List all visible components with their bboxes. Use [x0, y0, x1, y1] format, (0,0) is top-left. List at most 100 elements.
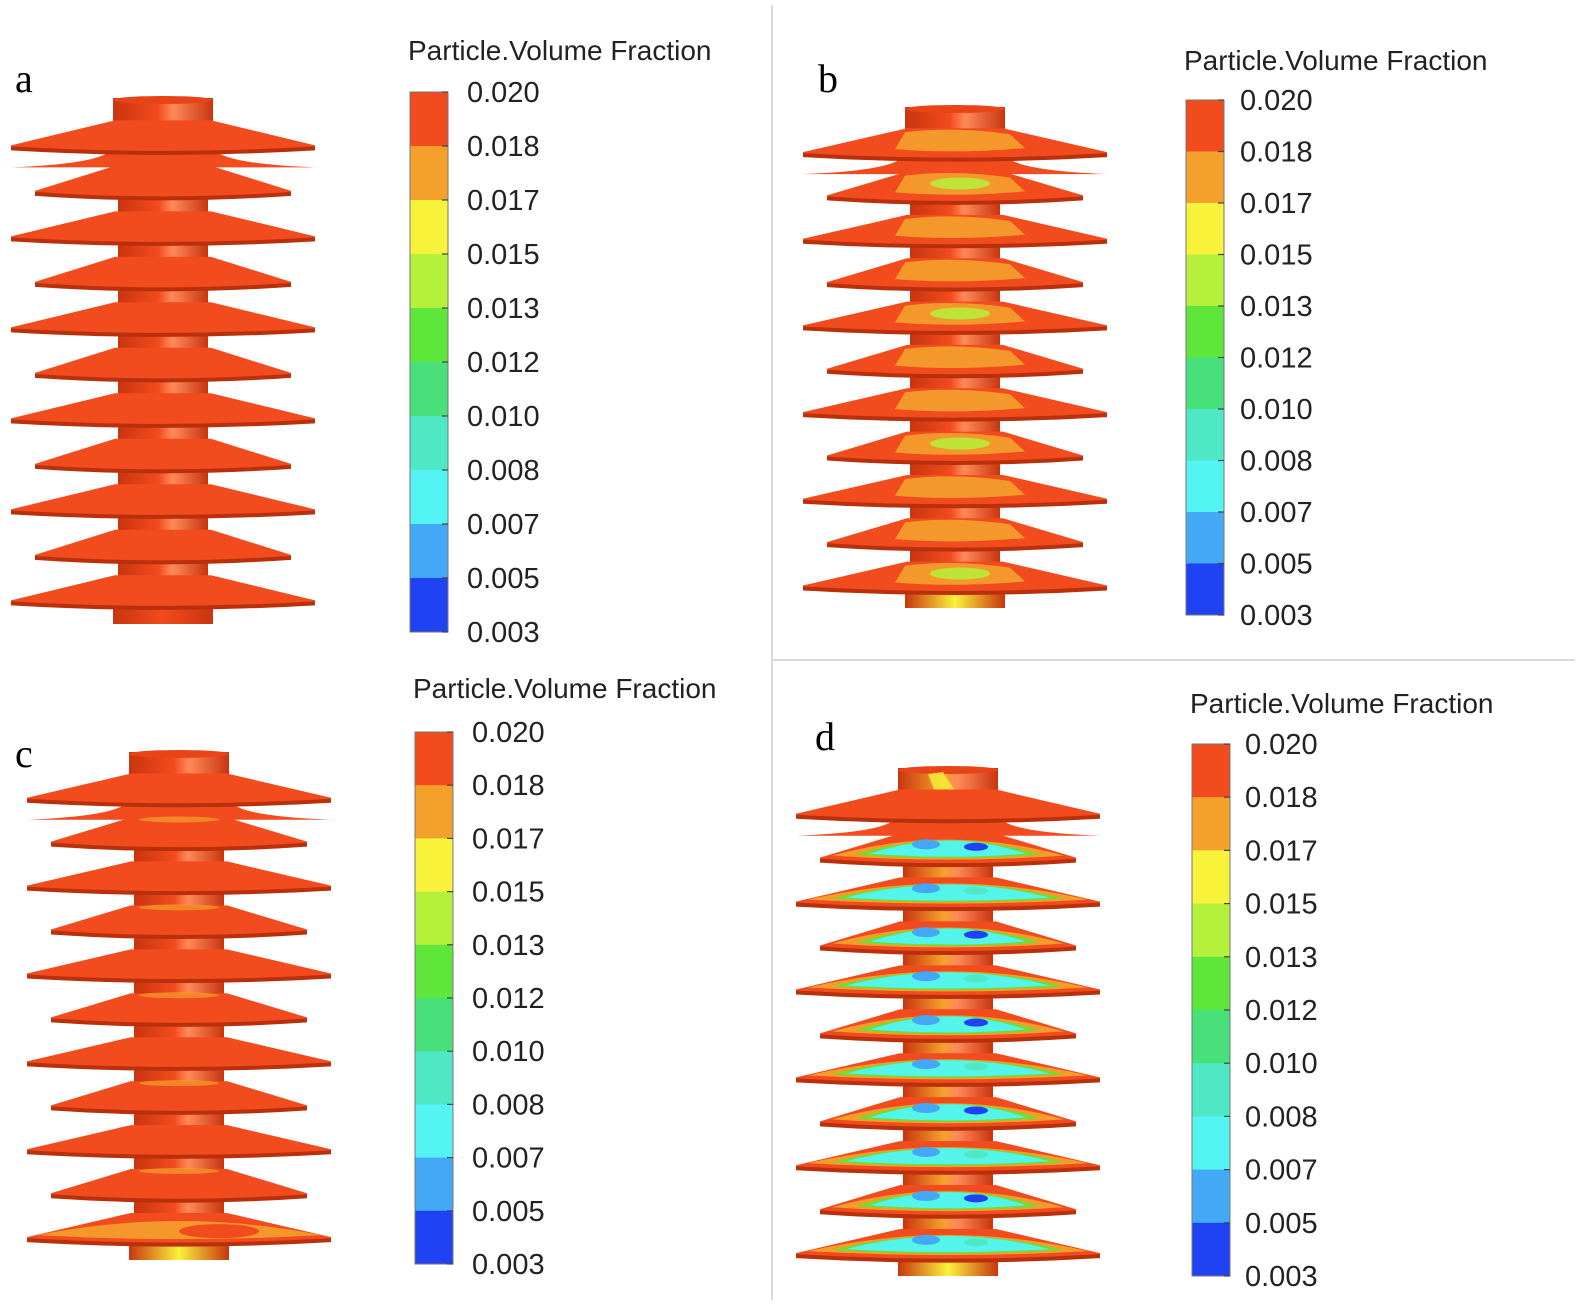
colorbar-tick-label: 0.020 — [467, 77, 540, 109]
shed-rim — [35, 464, 291, 474]
shed-surface — [11, 302, 315, 335]
shed-deposit — [964, 1194, 988, 1203]
colorbar-tick-label: 0.017 — [1240, 188, 1313, 220]
shed-deposit — [846, 1236, 1050, 1253]
colorbar-tick-label: 0.012 — [467, 347, 540, 379]
shed — [803, 388, 1107, 422]
shed-deposit — [912, 883, 940, 894]
colorbar-band — [1192, 850, 1230, 905]
shed-rim — [827, 283, 1083, 292]
shed-rim — [35, 555, 291, 565]
colorbar-title: Particle.Volume Fraction — [1190, 688, 1493, 719]
shed-rim — [803, 153, 1107, 162]
shed-rim — [820, 1210, 1076, 1219]
shed-deposit — [895, 389, 1025, 412]
shed-surface — [11, 484, 315, 517]
colorbar-tick-label: 0.017 — [472, 823, 545, 855]
shed-deposit — [846, 1060, 1050, 1077]
shed-surface — [27, 773, 331, 805]
shed-surface — [11, 575, 315, 608]
colorbar-band — [1186, 254, 1224, 307]
colorbar-tick-label: 0.005 — [467, 563, 540, 595]
shed-rim — [51, 930, 307, 940]
shed-rim — [27, 798, 331, 808]
insulator-cap-rim — [129, 750, 229, 758]
colorbar-tick-label: 0.018 — [1245, 782, 1318, 814]
shed — [796, 1053, 1100, 1087]
shed — [11, 575, 315, 610]
colorbar-tick-label: 0.013 — [467, 293, 540, 325]
shed-rim — [827, 456, 1083, 465]
shed-rim — [51, 1106, 307, 1115]
shed-rim — [803, 499, 1107, 509]
colorbar-tick-label: 0.020 — [472, 717, 545, 749]
shed-deposit — [964, 1238, 988, 1247]
colorbar-band — [415, 891, 453, 946]
shed — [11, 393, 315, 428]
shed-rim — [11, 146, 315, 155]
colorbar-band — [410, 524, 448, 579]
shed-deposit — [912, 839, 940, 850]
shed-surface — [51, 1169, 307, 1201]
shed-deposit — [964, 974, 988, 983]
shed — [51, 904, 307, 940]
colorbar-tick-label: 0.008 — [1245, 1101, 1318, 1133]
colorbar-band — [1192, 903, 1230, 958]
colorbar-tick-label: 0.005 — [1245, 1208, 1318, 1240]
colorbar-tick-label: 0.012 — [472, 983, 545, 1015]
panel-b: b Particle.Volume Fraction 0.020 0.018 0.01… — [803, 45, 1487, 632]
colorbar-band — [1192, 1010, 1230, 1064]
shed-deposit — [912, 1146, 940, 1157]
insulator-flare — [803, 152, 1107, 175]
colorbar-tick-label: 0.015 — [467, 239, 540, 271]
colorbar-band — [1186, 460, 1224, 513]
shed-rim — [27, 1238, 331, 1247]
shed-rim — [11, 237, 315, 246]
shed-rim — [796, 814, 1100, 824]
shed-rim — [820, 1034, 1076, 1043]
shed — [820, 921, 1076, 956]
shed-surface — [51, 993, 307, 1025]
colorbar-band — [1192, 1169, 1230, 1224]
panel-c: c Particle.Volume Fraction 0.020 0.018 0.01… — [15, 673, 716, 1281]
colorbar-tick-label: 0.015 — [1240, 240, 1313, 272]
colorbar-band — [410, 254, 448, 309]
colorbar-band — [410, 578, 448, 633]
colorbar-tick-label: 0.008 — [472, 1089, 545, 1121]
shed-surface — [27, 861, 331, 893]
shed-rim — [796, 1254, 1100, 1263]
shed — [27, 1125, 331, 1159]
colorbar-band — [1192, 797, 1230, 851]
colorbar-tick-label: 0.013 — [1245, 942, 1318, 974]
colorbar-tick-label: 0.008 — [467, 455, 540, 487]
shed — [27, 773, 331, 808]
panel-label: c — [15, 731, 33, 776]
shed — [51, 992, 307, 1027]
shed-rim — [803, 239, 1107, 249]
shed-deposit — [964, 886, 988, 895]
shed-deposit — [895, 129, 1025, 152]
colorbar-tick-label: 0.008 — [1240, 446, 1313, 478]
shed-rim — [11, 328, 315, 337]
shed — [51, 1080, 307, 1115]
shed — [35, 529, 291, 565]
colorbar-band — [415, 998, 453, 1052]
colorbar-band — [410, 416, 448, 471]
shed-deposit — [895, 346, 1025, 369]
colorbar-band — [410, 146, 448, 201]
shed-rim — [796, 1078, 1100, 1087]
colorbar-tick-label: 0.020 — [1240, 85, 1313, 117]
shed-deposit — [895, 216, 1025, 239]
shed — [803, 214, 1107, 249]
shed-surface — [11, 120, 315, 153]
colorbar-band — [1192, 1222, 1230, 1277]
shed-rim — [796, 902, 1100, 912]
shed-rim — [796, 990, 1100, 999]
colorbar-band — [415, 732, 453, 786]
shed-deposit — [895, 476, 1025, 499]
shed — [11, 120, 315, 155]
colorbar-band — [1192, 744, 1230, 798]
shed — [820, 1185, 1076, 1219]
shed-deposit — [912, 1234, 940, 1245]
colorbar-tick-label: 0.018 — [467, 131, 540, 163]
